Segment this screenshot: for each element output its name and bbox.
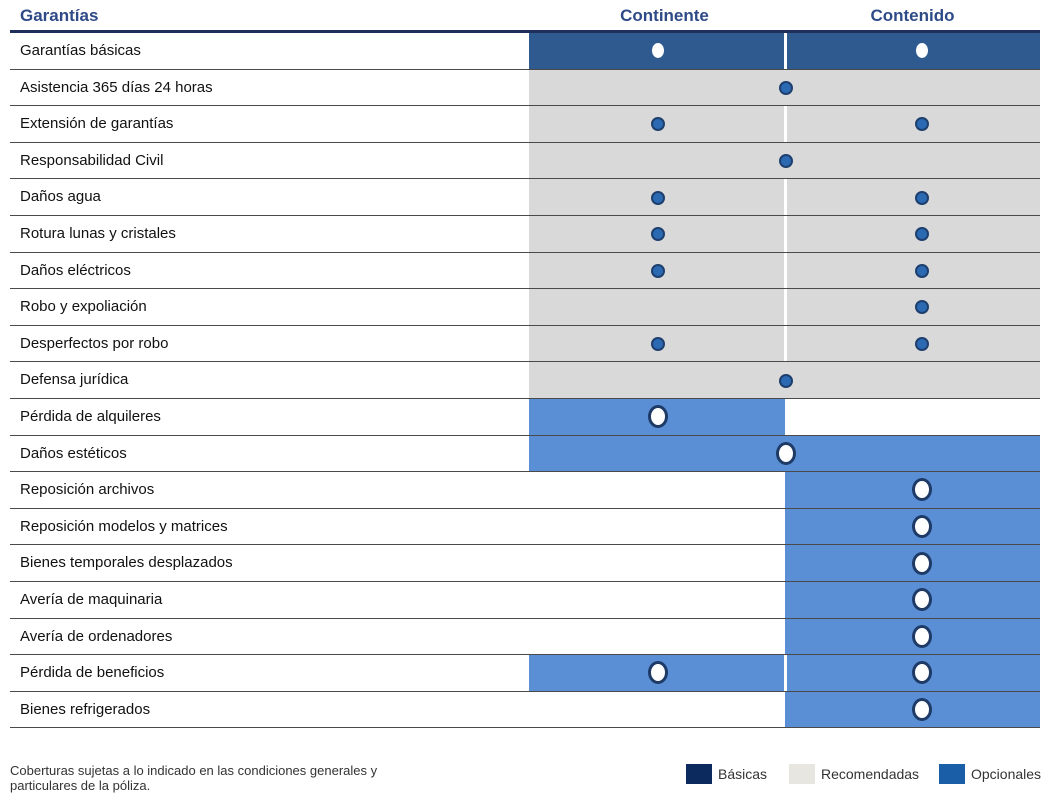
table-row: Asistencia 365 días 24 horas [10,69,1040,107]
legend: Básicas Recomendadas Opcionales [686,763,1046,785]
contenido-recomendada-marker [915,300,929,315]
contenido-recomendada-marker [915,190,929,205]
contenido-recomendada-marker [915,227,929,242]
table-row: Bienes refrigerados [10,691,1040,729]
legend-item: Opcionales [939,763,1041,785]
row-label: Defensa jurídica [20,371,129,389]
legend-swatch [686,764,712,784]
span-recomendada-marker [779,80,793,95]
legend-item: Básicas [686,763,767,785]
cell-contenido [785,179,1040,215]
cell-contenido [785,289,1040,325]
cell-divider [784,289,787,325]
continente-recomendada-marker [651,190,665,205]
row-label: Daños agua [20,188,101,206]
table-row: Avería de ordenadores [10,618,1040,656]
row-label: Reposición archivos [20,481,155,499]
contenido-basica-marker [916,42,928,58]
legend-swatch [789,764,815,784]
row-label: Pérdida de alquileres [20,408,161,425]
row-label: Avería de maquinaria [20,591,163,608]
contenido-recomendada-marker [915,337,929,352]
row-label: Daños estéticos [20,444,127,462]
legend-label: Básicas [718,766,768,782]
cell-divider [784,106,787,142]
contenido-opcional-marker [912,661,932,685]
contenido-opcional-marker [912,698,932,722]
table-row: Pérdida de alquileres [10,399,1040,436]
header-garantias: Garantías [20,6,99,25]
cell-contenido [785,325,1040,362]
span-recomendada-marker [779,154,793,169]
table-row: Bienes temporales desplazados [10,545,1040,582]
row-label: Bienes refrigerados [20,700,151,718]
continente-recomendada-marker [651,337,665,352]
row-label: Asistencia 365 días 24 horas [20,78,213,96]
continente-recomendada-marker [651,263,665,278]
row-label: Desperfectos por robo [20,334,169,352]
table-header: Garantías Continente Contenido [10,0,1040,30]
cell-contenido [785,216,1040,252]
row-label: Reposición modelos y matrices [20,517,228,535]
contenido-opcional-marker [912,515,932,539]
table-row: Extensión de garantías [10,106,1040,143]
cell-divider [784,33,787,69]
table-row: Rotura lunas y cristales [10,216,1040,253]
legend-label: Recomendadas [821,766,920,782]
contenido-opcional-marker [912,624,932,648]
span-recomendada-marker [779,373,793,388]
table-row: Pérdida de beneficios [10,655,1040,692]
cell-divider [784,325,787,362]
cell-divider [784,179,787,215]
cell-divider [784,216,787,252]
table-row: Garantías básicas [10,33,1040,70]
table-row: Desperfectos por robo [10,325,1040,363]
table-row: Daños eléctricos [10,252,1040,290]
row-label: Extensión de garantías [20,115,174,133]
table-row: Robo y expoliación [10,289,1040,326]
cell-divider [784,655,787,691]
row-label: Avería de ordenadores [20,627,173,645]
table-row: Reposición archivos [10,472,1040,509]
row-label: Robo y expoliación [20,298,147,316]
row-label: Responsabilidad Civil [20,151,164,169]
cell-contenido [785,106,1040,142]
cell-contenido [785,33,1040,69]
table-row: Reposición modelos y matrices [10,508,1040,546]
table-row: Daños estéticos [10,435,1040,473]
contenido-opcional-marker [912,588,932,612]
header-divider [10,30,1040,33]
continente-opcional-marker [648,661,668,685]
cell-contenido [785,252,1040,289]
contenido-recomendada-marker [915,263,929,278]
row-label: Garantías básicas [20,42,141,59]
continente-recomendada-marker [651,227,665,242]
cell-continente [529,289,785,325]
continente-recomendada-marker [651,117,665,132]
header-continente: Continente [620,6,709,25]
footnote: Coberturas sujetas a lo indicado en las … [10,763,378,793]
row-label: Bienes temporales desplazados [20,554,233,572]
table-row: Daños agua [10,179,1040,216]
cell-divider [784,252,787,289]
span-opcional-marker [776,441,796,465]
table-row: Defensa jurídica [10,362,1040,399]
continente-opcional-marker [648,405,668,429]
table-row: Avería de maquinaria [10,582,1040,619]
table-row: Responsabilidad Civil [10,142,1040,180]
legend-swatch [939,764,965,784]
contenido-opcional-marker [912,478,932,502]
contenido-opcional-marker [912,551,932,575]
row-label: Rotura lunas y cristales [20,225,176,242]
row-label: Daños eléctricos [20,261,131,279]
header-contenido: Contenido [870,6,955,25]
row-label: Pérdida de beneficios [20,664,165,682]
legend-label: Opcionales [971,766,1042,782]
continente-basica-marker [652,42,664,58]
legend-item: Recomendadas [789,763,919,785]
contenido-recomendada-marker [915,117,929,132]
